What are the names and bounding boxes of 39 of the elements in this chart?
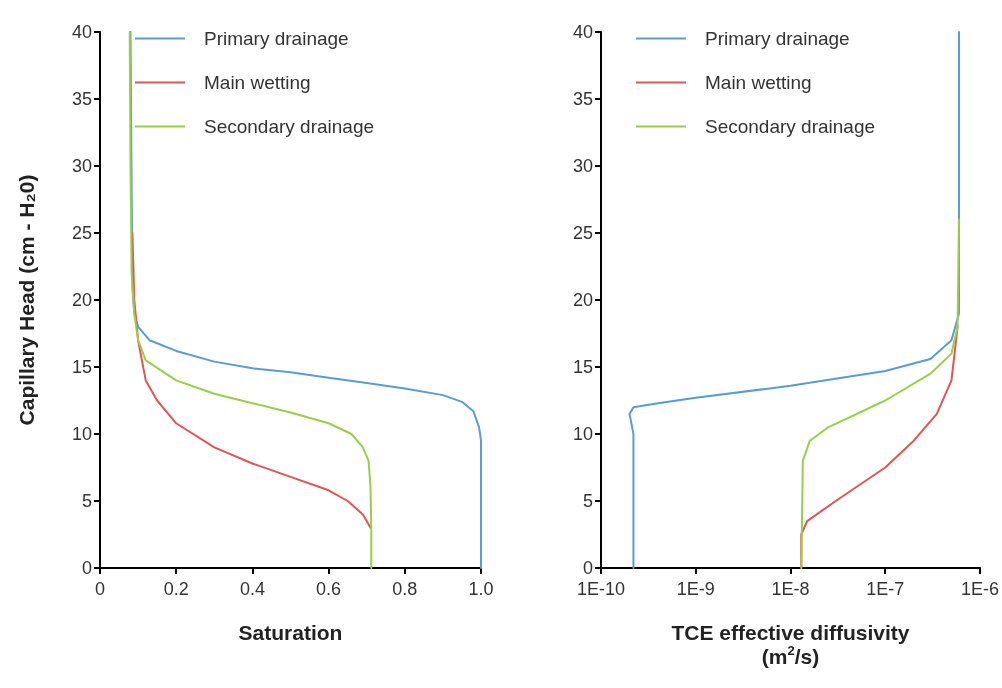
y-tick-label: 10 <box>572 424 593 444</box>
y-tick-label: 30 <box>71 156 92 176</box>
y-tick-label: 15 <box>572 357 593 377</box>
y-tick-label: 20 <box>71 290 92 310</box>
x-tick-label: 0.2 <box>163 579 189 599</box>
y-tick-label: 5 <box>582 491 593 511</box>
x-tick-label: 0.6 <box>316 579 342 599</box>
y-tick-label: 30 <box>572 156 593 176</box>
legend-label: Main wetting <box>705 72 812 93</box>
line-series <box>128 31 373 569</box>
legend-label: Secondary drainage <box>204 116 375 137</box>
x-tick-label: 0 <box>94 579 106 599</box>
y-tick-label: 20 <box>572 290 593 310</box>
legend-label: Secondary drainage <box>705 116 876 137</box>
x-tick-label: 1E-6 <box>960 579 999 599</box>
x-tick-label: 1E-7 <box>866 579 905 599</box>
y-tick-label: 35 <box>71 89 92 109</box>
x-tick-label: 0.4 <box>239 579 265 599</box>
y-tick-label: 35 <box>572 89 593 109</box>
y-tick-label: 15 <box>71 357 92 377</box>
legend-label: Primary drainage <box>204 28 349 49</box>
x-tick-label: 1.0 <box>468 579 494 599</box>
y-tick-label: 25 <box>71 223 92 243</box>
y-tick-label: 40 <box>572 22 593 42</box>
x-tick-label: 1E-10 <box>576 579 626 599</box>
y-tick-label: 40 <box>71 22 92 42</box>
y-tick-label: 5 <box>81 491 92 511</box>
x-axis-title: Saturation <box>238 620 343 644</box>
y-tick-label: 0 <box>582 558 593 578</box>
y-axis-title: Capillary Head (cm - H₂0) <box>14 174 38 426</box>
x-tick-label: 1E-9 <box>676 579 715 599</box>
y-tick-label: 25 <box>572 223 593 243</box>
legend-label: Primary drainage <box>705 28 850 49</box>
legend-label: Main wetting <box>204 72 311 93</box>
line-series <box>131 232 372 529</box>
y-tick-label: 0 <box>81 558 92 578</box>
y-tick-label: 10 <box>71 424 92 444</box>
x-tick-label: 0.8 <box>392 579 418 599</box>
x-tick-label: 1E-8 <box>771 579 810 599</box>
